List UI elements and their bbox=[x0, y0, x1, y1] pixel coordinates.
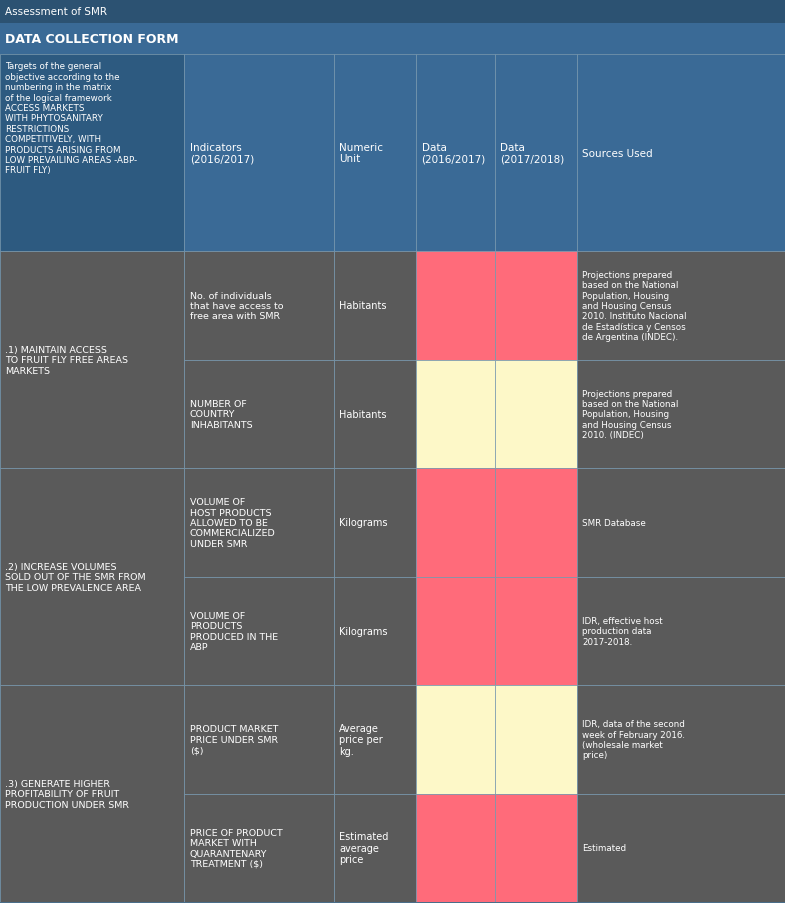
Text: .2) INCREASE VOLUMES
SOLD OUT OF THE SMR FROM
THE LOW PREVALENCE AREA: .2) INCREASE VOLUMES SOLD OUT OF THE SMR… bbox=[5, 563, 146, 591]
Text: Average
price per
kg.: Average price per kg. bbox=[339, 723, 383, 756]
Text: SMR Database: SMR Database bbox=[582, 518, 646, 527]
Text: VOLUME OF
HOST PRODUCTS
ALLOWED TO BE
COMMERCIALIZED
UNDER SMR: VOLUME OF HOST PRODUCTS ALLOWED TO BE CO… bbox=[190, 498, 276, 548]
Bar bbox=[416, 469, 495, 577]
Bar bbox=[416, 794, 495, 902]
Bar bbox=[416, 360, 495, 469]
Text: Data
(2016/2017): Data (2016/2017) bbox=[422, 143, 486, 164]
Text: DATA COLLECTION FORM: DATA COLLECTION FORM bbox=[5, 33, 178, 46]
Text: PRICE OF PRODUCT
MARKET WITH
QUARANTENARY
TREATMENT ($): PRICE OF PRODUCT MARKET WITH QUARANTENAR… bbox=[190, 828, 283, 868]
Bar bbox=[495, 577, 577, 685]
Bar bbox=[334, 577, 416, 685]
Text: IDR, data of the second
week of February 2016.
(wholesale market
price): IDR, data of the second week of February… bbox=[582, 720, 685, 759]
Bar bbox=[577, 469, 785, 577]
Bar bbox=[495, 55, 577, 252]
Text: .1) MAINTAIN ACCESS
TO FRUIT FLY FREE AREAS
MARKETS: .1) MAINTAIN ACCESS TO FRUIT FLY FREE AR… bbox=[5, 346, 129, 375]
Bar bbox=[334, 360, 416, 469]
Text: Habitants: Habitants bbox=[339, 409, 387, 420]
Bar bbox=[577, 252, 785, 360]
Bar bbox=[334, 469, 416, 577]
Bar bbox=[184, 469, 334, 577]
Bar bbox=[0, 0, 785, 24]
Bar bbox=[334, 685, 416, 794]
Bar bbox=[577, 55, 785, 252]
Bar bbox=[184, 360, 334, 469]
Bar bbox=[577, 685, 785, 794]
Bar bbox=[0, 55, 184, 252]
Bar bbox=[0, 685, 184, 902]
Bar bbox=[184, 577, 334, 685]
Bar bbox=[184, 252, 334, 360]
Text: Data
(2017/2018): Data (2017/2018) bbox=[500, 143, 564, 164]
Bar bbox=[416, 252, 495, 360]
Text: No. of individuals
that have access to
free area with SMR: No. of individuals that have access to f… bbox=[190, 292, 283, 321]
Text: IDR, effective host
production data
2017-2018.: IDR, effective host production data 2017… bbox=[582, 617, 663, 646]
Text: Targets of the general
objective according to the
numbering in the matrix
of the: Targets of the general objective accordi… bbox=[5, 62, 137, 175]
Bar bbox=[334, 55, 416, 252]
Bar bbox=[577, 360, 785, 469]
Bar bbox=[184, 55, 334, 252]
Bar bbox=[495, 794, 577, 902]
Bar bbox=[416, 577, 495, 685]
Text: .3) GENERATE HIGHER
PROFITABILITY OF FRUIT
PRODUCTION UNDER SMR: .3) GENERATE HIGHER PROFITABILITY OF FRU… bbox=[5, 779, 130, 808]
Text: Estimated
average
price: Estimated average price bbox=[339, 832, 389, 864]
Bar bbox=[184, 685, 334, 794]
Text: NUMBER OF
COUNTRY
INHABITANTS: NUMBER OF COUNTRY INHABITANTS bbox=[190, 400, 253, 429]
Bar bbox=[577, 794, 785, 902]
Text: Kilograms: Kilograms bbox=[339, 517, 388, 528]
Text: Sources Used: Sources Used bbox=[582, 148, 653, 159]
Bar bbox=[416, 55, 495, 252]
Bar bbox=[0, 252, 184, 469]
Text: Numeric
Unit: Numeric Unit bbox=[339, 143, 383, 164]
Text: Estimated: Estimated bbox=[582, 843, 626, 852]
Bar bbox=[0, 469, 184, 685]
Text: Projections prepared
based on the National
Population, Housing
and Housing Censu: Projections prepared based on the Nation… bbox=[582, 271, 687, 341]
Bar bbox=[577, 577, 785, 685]
Bar bbox=[495, 252, 577, 360]
Text: Indicators
(2016/2017): Indicators (2016/2017) bbox=[190, 143, 254, 164]
Bar bbox=[495, 469, 577, 577]
Text: VOLUME OF
PRODUCTS
PRODUCED IN THE
ABP: VOLUME OF PRODUCTS PRODUCED IN THE ABP bbox=[190, 611, 278, 651]
Bar bbox=[334, 794, 416, 902]
Text: Habitants: Habitants bbox=[339, 301, 387, 312]
Text: Kilograms: Kilograms bbox=[339, 626, 388, 637]
Bar bbox=[495, 685, 577, 794]
Bar bbox=[416, 685, 495, 794]
Text: Projections prepared
based on the National
Population, Housing
and Housing Censu: Projections prepared based on the Nation… bbox=[582, 389, 679, 440]
Text: Assessment of SMR: Assessment of SMR bbox=[5, 7, 107, 17]
Bar bbox=[495, 360, 577, 469]
Bar bbox=[0, 902, 785, 903]
Bar bbox=[0, 24, 785, 55]
Text: PRODUCT MARKET
PRICE UNDER SMR
($): PRODUCT MARKET PRICE UNDER SMR ($) bbox=[190, 725, 279, 754]
Bar bbox=[184, 794, 334, 902]
Bar bbox=[334, 252, 416, 360]
